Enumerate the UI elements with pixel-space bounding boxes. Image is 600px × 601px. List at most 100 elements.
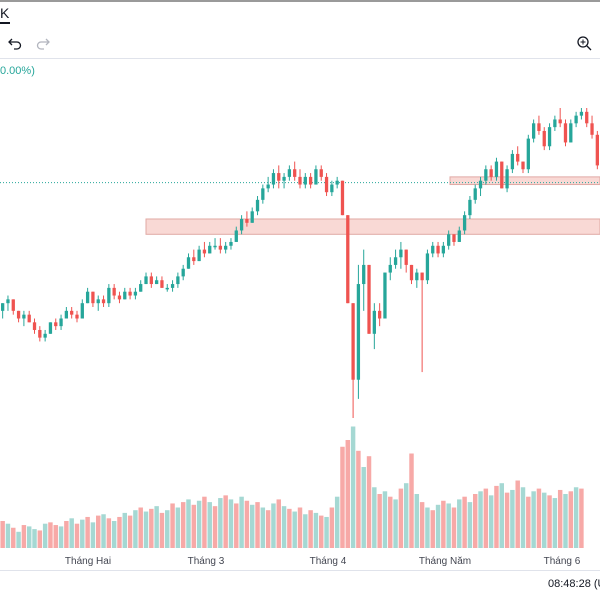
clock-readout: 08:48:28 (U	[548, 578, 600, 590]
candle-body	[569, 123, 573, 143]
volume-bar	[16, 531, 21, 548]
candle	[277, 165, 281, 189]
candle	[569, 119, 573, 143]
volume-bar	[196, 500, 202, 548]
volume-bar	[478, 491, 483, 548]
candle-body	[409, 264, 414, 281]
candle	[59, 314, 63, 330]
candle-body	[500, 161, 504, 189]
candle	[96, 295, 100, 311]
candle-body	[431, 245, 435, 254]
volume-bar	[101, 514, 106, 548]
candle-body	[101, 299, 106, 304]
candle	[43, 329, 47, 342]
candle	[484, 165, 488, 185]
candle-body	[261, 188, 265, 200]
volume-bar	[21, 525, 27, 548]
candle	[351, 303, 355, 418]
candle	[261, 184, 265, 204]
candle-body	[218, 245, 222, 250]
candle-body	[282, 176, 286, 181]
volume-bar	[249, 504, 255, 548]
candle-body	[378, 310, 382, 319]
price-chart[interactable]: Tháng Hai Tháng 3 Tháng 4 Tháng Năm Tháng 6	[0, 58, 600, 570]
candle-body	[213, 245, 217, 248]
candle	[431, 241, 435, 258]
candle-body	[59, 318, 63, 327]
candle-body	[462, 215, 467, 231]
candle	[372, 303, 376, 350]
redo-icon	[36, 38, 50, 50]
candle-body	[478, 180, 483, 189]
candle	[293, 161, 297, 181]
volume-bar	[26, 526, 32, 548]
candle	[537, 115, 541, 135]
candle	[22, 310, 26, 327]
candle-body	[208, 245, 212, 254]
undo-button[interactable]	[4, 32, 26, 54]
candle-body	[27, 314, 31, 323]
candle	[107, 284, 111, 308]
candle	[54, 318, 58, 330]
symbol-tab-fragment[interactable]: K	[0, 5, 10, 21]
candle	[547, 123, 552, 151]
candle	[38, 326, 42, 342]
candle	[197, 245, 201, 262]
candle-body	[531, 123, 536, 139]
candle-body	[468, 199, 472, 216]
volume-bar	[276, 499, 281, 548]
candle-body	[11, 299, 15, 311]
volume-bar	[573, 487, 579, 548]
candle-body	[340, 180, 345, 216]
candle	[521, 161, 525, 174]
candle	[250, 207, 254, 223]
volume-bar	[462, 496, 467, 548]
candle-body	[563, 123, 568, 143]
candle	[415, 268, 419, 288]
volume-bar	[64, 521, 69, 548]
candle-body	[117, 295, 122, 300]
bottom-bar	[0, 570, 600, 601]
candle-body	[38, 329, 42, 338]
candle	[563, 119, 568, 147]
candle	[139, 280, 143, 292]
volume-bar	[552, 498, 558, 548]
candle-body	[1, 303, 5, 311]
candle	[32, 318, 37, 334]
candle	[393, 249, 398, 269]
candle	[282, 173, 286, 189]
volume-bar	[515, 480, 520, 548]
candle-body	[277, 173, 281, 181]
zoom-search-button[interactable]	[573, 32, 595, 54]
volume-bar	[467, 502, 473, 548]
volume-bar	[414, 494, 420, 548]
candle-body	[362, 264, 366, 285]
candle-body	[192, 257, 196, 262]
volume-bar	[202, 496, 207, 548]
candle-body	[75, 314, 79, 319]
candle-body	[447, 234, 451, 246]
candle-body	[335, 180, 339, 185]
candle-body	[234, 230, 238, 242]
volume-bar	[96, 515, 101, 548]
candle-body	[255, 199, 260, 212]
volume-bar	[403, 483, 409, 548]
candle-body	[484, 169, 488, 181]
active-tab-underline	[0, 22, 10, 24]
redo-button[interactable]	[32, 32, 54, 54]
candle-body	[510, 153, 515, 170]
x-axis-label: Tháng Năm	[419, 556, 471, 567]
candle-body	[6, 299, 10, 304]
candle	[468, 196, 472, 219]
candle-body	[579, 111, 584, 116]
volume-bar	[48, 522, 53, 548]
candle-body	[224, 245, 228, 250]
candle-body	[330, 184, 334, 193]
candle-body	[32, 322, 37, 330]
candle	[144, 272, 148, 285]
candle	[6, 295, 10, 311]
volume-bar	[69, 518, 74, 548]
volume-bar	[106, 518, 112, 548]
candle	[133, 287, 138, 300]
candle-body	[48, 322, 53, 334]
